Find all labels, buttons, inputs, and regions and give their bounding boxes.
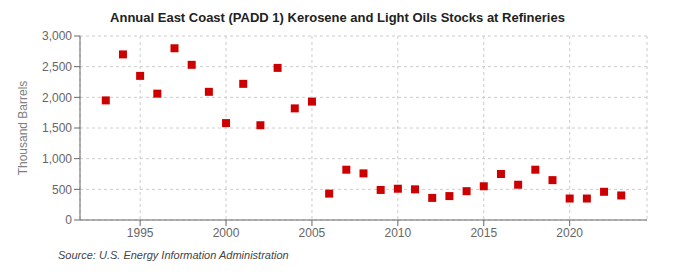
svg-text:Thousand Barrels: Thousand Barrels [16, 81, 30, 176]
html-text:Source: U.S. Energy Informatio: Source: U.S. Energy Information Administ… [58, 249, 289, 261]
svg-text:1,500: 1,500 [42, 121, 72, 135]
html-text:Annual East Coast (PADD 1) Ker: Annual East Coast (PADD 1) Kerosene and … [110, 10, 565, 25]
svg-text:3,000: 3,000 [42, 29, 72, 43]
svg-text:2,500: 2,500 [42, 60, 72, 74]
svg-text:2015: 2015 [470, 226, 497, 240]
svg-text:500: 500 [52, 183, 72, 197]
svg-text:2000: 2000 [213, 226, 240, 240]
svg-text:2010: 2010 [385, 226, 412, 240]
svg-text:2005: 2005 [299, 226, 326, 240]
svg-text:1,000: 1,000 [42, 152, 72, 166]
svg-text:2020: 2020 [556, 226, 583, 240]
svg-text:0: 0 [65, 213, 72, 227]
svg-text:1995: 1995 [127, 226, 154, 240]
svg-text:2,000: 2,000 [42, 91, 72, 105]
